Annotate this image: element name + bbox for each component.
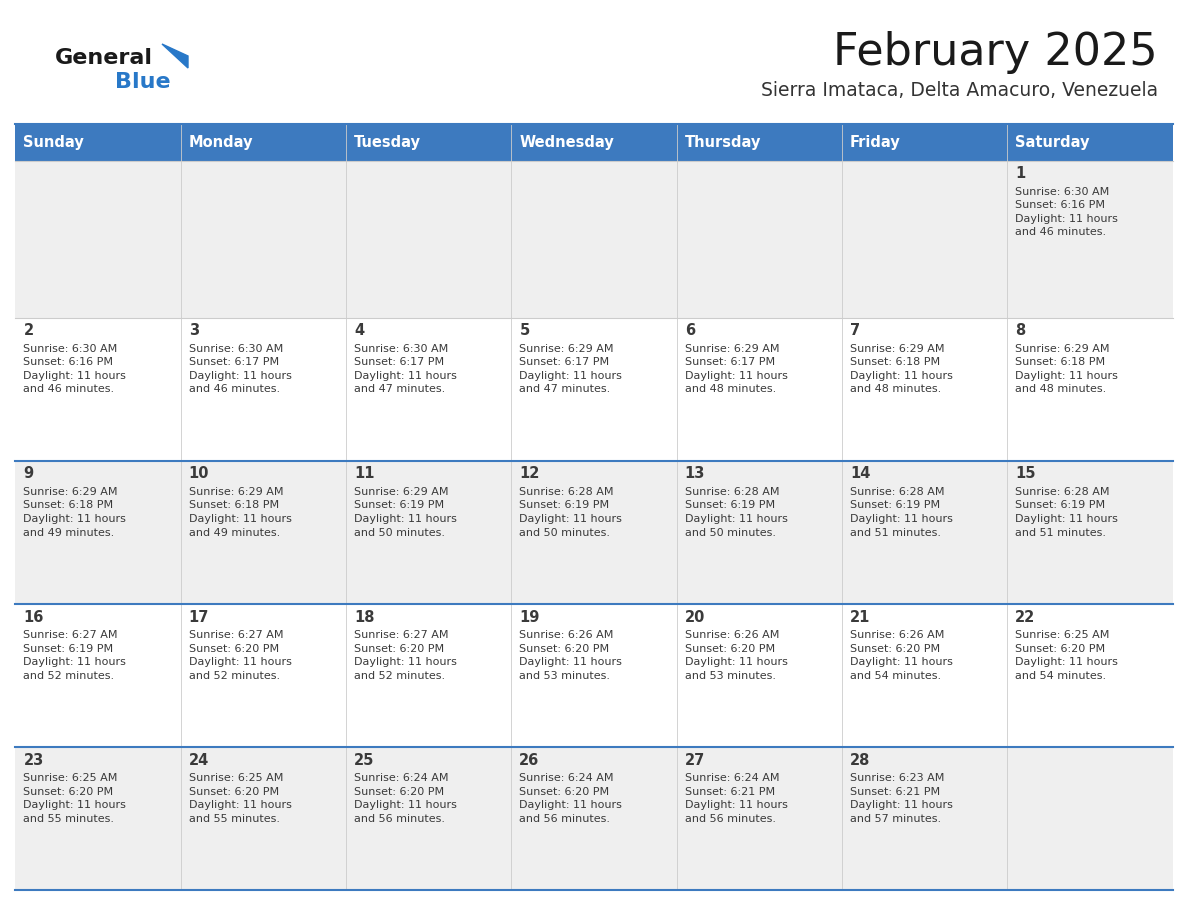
Text: 27: 27 (684, 753, 704, 767)
Text: 3: 3 (189, 323, 198, 338)
Text: Thursday: Thursday (684, 135, 762, 150)
Text: 10: 10 (189, 466, 209, 481)
Text: 8: 8 (1016, 323, 1025, 338)
Text: Sunrise: 6:29 AM
Sunset: 6:18 PM
Daylight: 11 hours
and 49 minutes.: Sunrise: 6:29 AM Sunset: 6:18 PM Dayligh… (189, 487, 291, 538)
Text: Sunrise: 6:29 AM
Sunset: 6:17 PM
Daylight: 11 hours
and 48 minutes.: Sunrise: 6:29 AM Sunset: 6:17 PM Dayligh… (684, 343, 788, 395)
Text: Sunrise: 6:26 AM
Sunset: 6:20 PM
Daylight: 11 hours
and 53 minutes.: Sunrise: 6:26 AM Sunset: 6:20 PM Dayligh… (684, 630, 788, 681)
Text: Sunrise: 6:29 AM
Sunset: 6:18 PM
Daylight: 11 hours
and 48 minutes.: Sunrise: 6:29 AM Sunset: 6:18 PM Dayligh… (1016, 343, 1118, 395)
Text: Sunrise: 6:27 AM
Sunset: 6:19 PM
Daylight: 11 hours
and 52 minutes.: Sunrise: 6:27 AM Sunset: 6:19 PM Dayligh… (24, 630, 126, 681)
Text: Sunrise: 6:24 AM
Sunset: 6:21 PM
Daylight: 11 hours
and 56 minutes.: Sunrise: 6:24 AM Sunset: 6:21 PM Dayligh… (684, 773, 788, 824)
Text: Sunrise: 6:24 AM
Sunset: 6:20 PM
Daylight: 11 hours
and 56 minutes.: Sunrise: 6:24 AM Sunset: 6:20 PM Dayligh… (354, 773, 457, 824)
Text: 6: 6 (684, 323, 695, 338)
Text: 21: 21 (849, 610, 871, 624)
Text: Sierra Imataca, Delta Amacuro, Venezuela: Sierra Imataca, Delta Amacuro, Venezuela (760, 81, 1158, 99)
Text: 20: 20 (684, 610, 704, 624)
Text: Saturday: Saturday (1016, 135, 1089, 150)
Text: 18: 18 (354, 610, 374, 624)
Text: Sunday: Sunday (24, 135, 84, 150)
Text: Sunrise: 6:29 AM
Sunset: 6:18 PM
Daylight: 11 hours
and 48 minutes.: Sunrise: 6:29 AM Sunset: 6:18 PM Dayligh… (849, 343, 953, 395)
Text: Sunrise: 6:26 AM
Sunset: 6:20 PM
Daylight: 11 hours
and 54 minutes.: Sunrise: 6:26 AM Sunset: 6:20 PM Dayligh… (849, 630, 953, 681)
Text: 26: 26 (519, 753, 539, 767)
Text: Sunrise: 6:27 AM
Sunset: 6:20 PM
Daylight: 11 hours
and 52 minutes.: Sunrise: 6:27 AM Sunset: 6:20 PM Dayligh… (189, 630, 291, 681)
Text: 4: 4 (354, 323, 365, 338)
Text: 1: 1 (1016, 166, 1025, 181)
Bar (15, 124, 1173, 161)
Text: Sunrise: 6:25 AM
Sunset: 6:20 PM
Daylight: 11 hours
and 55 minutes.: Sunrise: 6:25 AM Sunset: 6:20 PM Dayligh… (24, 773, 126, 824)
Bar (15, 161, 1173, 318)
Text: Sunrise: 6:26 AM
Sunset: 6:20 PM
Daylight: 11 hours
and 53 minutes.: Sunrise: 6:26 AM Sunset: 6:20 PM Dayligh… (519, 630, 623, 681)
Text: Blue: Blue (115, 72, 171, 92)
Text: 12: 12 (519, 466, 539, 481)
Text: 19: 19 (519, 610, 539, 624)
Bar (15, 461, 1173, 604)
Text: Sunrise: 6:29 AM
Sunset: 6:17 PM
Daylight: 11 hours
and 47 minutes.: Sunrise: 6:29 AM Sunset: 6:17 PM Dayligh… (519, 343, 623, 395)
Text: Sunrise: 6:24 AM
Sunset: 6:20 PM
Daylight: 11 hours
and 56 minutes.: Sunrise: 6:24 AM Sunset: 6:20 PM Dayligh… (519, 773, 623, 824)
Text: Sunrise: 6:23 AM
Sunset: 6:21 PM
Daylight: 11 hours
and 57 minutes.: Sunrise: 6:23 AM Sunset: 6:21 PM Dayligh… (849, 773, 953, 824)
Text: Wednesday: Wednesday (519, 135, 614, 150)
Text: Sunrise: 6:29 AM
Sunset: 6:19 PM
Daylight: 11 hours
and 50 minutes.: Sunrise: 6:29 AM Sunset: 6:19 PM Dayligh… (354, 487, 457, 538)
Text: Sunrise: 6:30 AM
Sunset: 6:17 PM
Daylight: 11 hours
and 46 minutes.: Sunrise: 6:30 AM Sunset: 6:17 PM Dayligh… (189, 343, 291, 395)
Text: 11: 11 (354, 466, 374, 481)
Text: 14: 14 (849, 466, 871, 481)
Text: 25: 25 (354, 753, 374, 767)
Text: 9: 9 (24, 466, 33, 481)
Text: 2: 2 (24, 323, 33, 338)
Text: General: General (55, 48, 153, 68)
Text: Sunrise: 6:25 AM
Sunset: 6:20 PM
Daylight: 11 hours
and 55 minutes.: Sunrise: 6:25 AM Sunset: 6:20 PM Dayligh… (189, 773, 291, 824)
Text: 23: 23 (24, 753, 44, 767)
Text: February 2025: February 2025 (833, 30, 1158, 73)
Text: 5: 5 (519, 323, 530, 338)
Text: Sunrise: 6:28 AM
Sunset: 6:19 PM
Daylight: 11 hours
and 50 minutes.: Sunrise: 6:28 AM Sunset: 6:19 PM Dayligh… (684, 487, 788, 538)
Text: Sunrise: 6:28 AM
Sunset: 6:19 PM
Daylight: 11 hours
and 51 minutes.: Sunrise: 6:28 AM Sunset: 6:19 PM Dayligh… (849, 487, 953, 538)
Text: 16: 16 (24, 610, 44, 624)
Text: 17: 17 (189, 610, 209, 624)
Text: Sunrise: 6:30 AM
Sunset: 6:17 PM
Daylight: 11 hours
and 47 minutes.: Sunrise: 6:30 AM Sunset: 6:17 PM Dayligh… (354, 343, 457, 395)
Text: Sunrise: 6:29 AM
Sunset: 6:18 PM
Daylight: 11 hours
and 49 minutes.: Sunrise: 6:29 AM Sunset: 6:18 PM Dayligh… (24, 487, 126, 538)
Text: 13: 13 (684, 466, 704, 481)
Text: 7: 7 (849, 323, 860, 338)
Text: Friday: Friday (849, 135, 901, 150)
Text: Monday: Monday (189, 135, 253, 150)
Polygon shape (162, 44, 188, 68)
Text: Sunrise: 6:30 AM
Sunset: 6:16 PM
Daylight: 11 hours
and 46 minutes.: Sunrise: 6:30 AM Sunset: 6:16 PM Dayligh… (1016, 186, 1118, 238)
Text: 24: 24 (189, 753, 209, 767)
Text: 22: 22 (1016, 610, 1036, 624)
Text: Sunrise: 6:30 AM
Sunset: 6:16 PM
Daylight: 11 hours
and 46 minutes.: Sunrise: 6:30 AM Sunset: 6:16 PM Dayligh… (24, 343, 126, 395)
Text: Sunrise: 6:28 AM
Sunset: 6:19 PM
Daylight: 11 hours
and 51 minutes.: Sunrise: 6:28 AM Sunset: 6:19 PM Dayligh… (1016, 487, 1118, 538)
Text: Sunrise: 6:25 AM
Sunset: 6:20 PM
Daylight: 11 hours
and 54 minutes.: Sunrise: 6:25 AM Sunset: 6:20 PM Dayligh… (1016, 630, 1118, 681)
Text: Tuesday: Tuesday (354, 135, 421, 150)
Bar (15, 604, 1173, 747)
Text: Sunrise: 6:27 AM
Sunset: 6:20 PM
Daylight: 11 hours
and 52 minutes.: Sunrise: 6:27 AM Sunset: 6:20 PM Dayligh… (354, 630, 457, 681)
Bar (15, 318, 1173, 461)
Bar (15, 747, 1173, 890)
Text: 15: 15 (1016, 466, 1036, 481)
Text: 28: 28 (849, 753, 871, 767)
Text: Sunrise: 6:28 AM
Sunset: 6:19 PM
Daylight: 11 hours
and 50 minutes.: Sunrise: 6:28 AM Sunset: 6:19 PM Dayligh… (519, 487, 623, 538)
